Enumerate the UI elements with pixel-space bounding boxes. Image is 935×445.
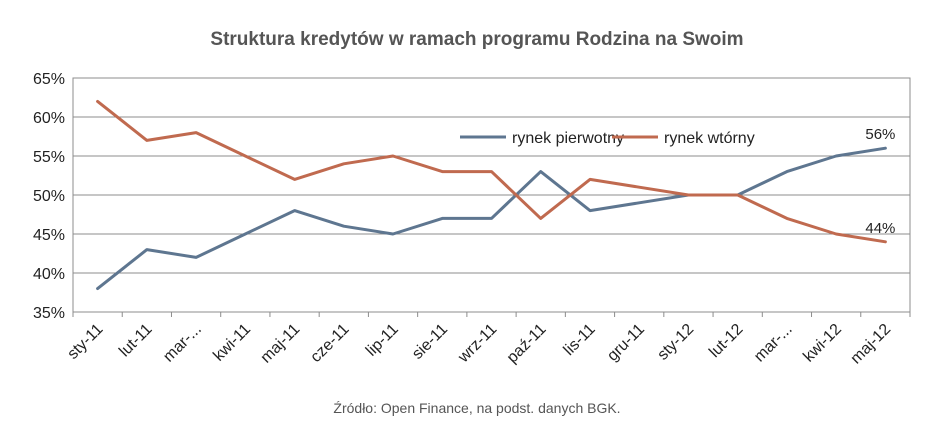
x-tick-label: sty-12 bbox=[654, 321, 697, 364]
series-line-secondary-market bbox=[96, 99, 887, 244]
x-tick-label: gru-11 bbox=[604, 321, 648, 365]
x-tick-label: maj-11 bbox=[258, 321, 304, 367]
x-tick-label: paź-11 bbox=[504, 321, 550, 367]
legend-label: rynek pierwotny bbox=[512, 130, 624, 147]
y-tick-label: 35% bbox=[33, 305, 65, 322]
x-tick-label: lut-12 bbox=[706, 321, 746, 361]
y-tick-label: 65% bbox=[33, 71, 65, 88]
legend: rynek pierwotny rynek wtórny bbox=[460, 130, 755, 147]
y-tick-label: 55% bbox=[33, 149, 65, 166]
source-note: Źródło: Open Finance, na podst. danych B… bbox=[333, 400, 620, 416]
x-tick-label: kwi-12 bbox=[800, 321, 845, 366]
data-labels: 56% 44% bbox=[865, 126, 895, 237]
x-tick-label: cze-11 bbox=[307, 321, 352, 366]
y-tick-label: 60% bbox=[33, 110, 65, 127]
x-tick-label: wrz-11 bbox=[454, 321, 500, 367]
x-axis-ticks: sty-11 lut-11 mar-... kwi-11 maj-11 cze-11 lip… bbox=[64, 321, 894, 368]
series-line-primary-market bbox=[96, 146, 887, 291]
y-tick-label: 45% bbox=[33, 227, 65, 244]
x-tick-label: kwi-11 bbox=[210, 321, 254, 365]
legend-label: rynek wtórny bbox=[664, 130, 755, 147]
x-tick-label: mar-... bbox=[751, 321, 796, 366]
x-axis-tick-marks bbox=[72, 312, 911, 317]
x-tick-label: lut-11 bbox=[116, 321, 156, 361]
x-tick-label: maj-12 bbox=[848, 321, 895, 368]
x-tick-label: mar-... bbox=[160, 321, 205, 366]
grid bbox=[73, 77, 910, 313]
y-tick-label: 40% bbox=[33, 266, 65, 283]
y-tick-label: 50% bbox=[33, 188, 65, 205]
chart-title: Struktura kredytów w ramach programu Rod… bbox=[210, 29, 743, 50]
data-label: 56% bbox=[865, 126, 895, 143]
series-lines bbox=[96, 99, 887, 291]
x-tick-label: sie-11 bbox=[409, 321, 451, 363]
y-axis-ticks: 35% 40% 45% 50% 55% 60% 65% bbox=[33, 71, 65, 322]
data-label: 44% bbox=[865, 220, 895, 237]
plot-frame bbox=[72, 77, 911, 313]
x-tick-label: lis-11 bbox=[561, 321, 599, 359]
x-tick-label: lip-11 bbox=[363, 321, 402, 360]
x-tick-label: sty-11 bbox=[64, 321, 106, 363]
